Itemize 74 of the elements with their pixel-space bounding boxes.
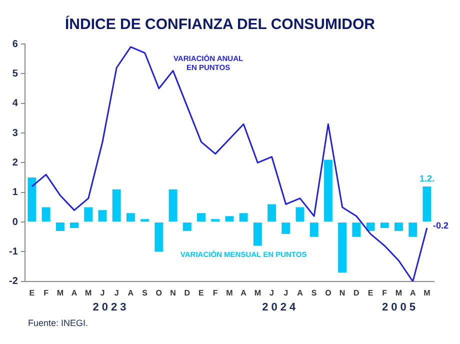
x-tick-label: N [339,288,346,298]
x-tick-label: O [156,288,162,298]
y-tick-label: 0 [12,216,18,228]
bar [366,222,375,231]
source-note: Fuente: INEGI. [28,318,88,328]
data-label: -0.2 [432,220,448,230]
bar [296,207,304,222]
x-tick-label: J [114,288,119,298]
y-tick-label: -2 [8,276,18,288]
text: 2005 [382,302,418,314]
bar [112,189,121,222]
bar [28,178,36,222]
bar [324,160,332,222]
x-tick-label: A [297,288,304,298]
y-tick-label: 6 [12,38,18,50]
bar [239,213,248,222]
bar [352,222,361,237]
bar [42,207,50,222]
bar [408,222,418,237]
y-tick-label: 3 [12,128,18,139]
x-tick-label: N [170,288,176,298]
bar [225,216,234,222]
bar [211,219,220,222]
x-tick-label: S [311,288,318,298]
y-tick-label: 5 [12,68,18,80]
bar [84,207,93,222]
bar [140,219,150,222]
y-tick-label: 2 [12,157,18,168]
x-tick-label: F [212,288,218,298]
x-tick-label: D [184,288,190,298]
bar [98,210,107,222]
bar [126,213,135,222]
chart-title: ÍNDICE DE CONFIANZA DEL CONSUMIDOR [64,15,376,34]
x-tick-label: A [71,288,78,298]
x-tick-label: M [254,288,262,298]
bar [154,222,164,252]
x-tick-label: A [128,288,134,298]
bar [338,222,347,272]
x-tick-label: A [240,288,247,298]
y-tick-label: 1 [12,187,18,198]
bar [168,189,178,222]
x-tick-label: M [226,288,234,298]
x-tick-label: F [382,288,388,298]
x-tick-label: M [424,288,431,298]
x-tick-label: M [395,288,402,298]
x-tick-label: E [29,288,36,298]
x-tick-label: S [142,288,148,298]
x-tick-label: A [410,288,416,298]
x-tick-label: M [85,288,92,298]
bar [282,222,290,234]
x-tick-label: F [44,288,49,298]
x-tick-label: J [284,288,288,298]
x-tick-label: D [354,288,360,298]
bar [182,222,192,231]
x-tick-label: O [325,288,332,298]
bar [422,186,432,222]
y-tick-label: 4 [12,98,18,110]
data-label: 1.2. [419,173,434,184]
x-tick-label: E [368,288,374,298]
x-tick-label: M [56,288,64,298]
bar [56,222,64,231]
bar [394,222,403,231]
bar [70,222,78,228]
x-tick-label: E [198,288,205,298]
text: 2024 [262,302,299,314]
bar [310,222,318,237]
bar [253,222,262,246]
x-tick-label: J [100,288,105,298]
bar [268,204,276,222]
text: 2023 [92,302,130,314]
x-tick-label: J [270,288,274,298]
y-tick-label: -1 [8,246,18,258]
bar [380,222,389,228]
bar [197,213,206,222]
